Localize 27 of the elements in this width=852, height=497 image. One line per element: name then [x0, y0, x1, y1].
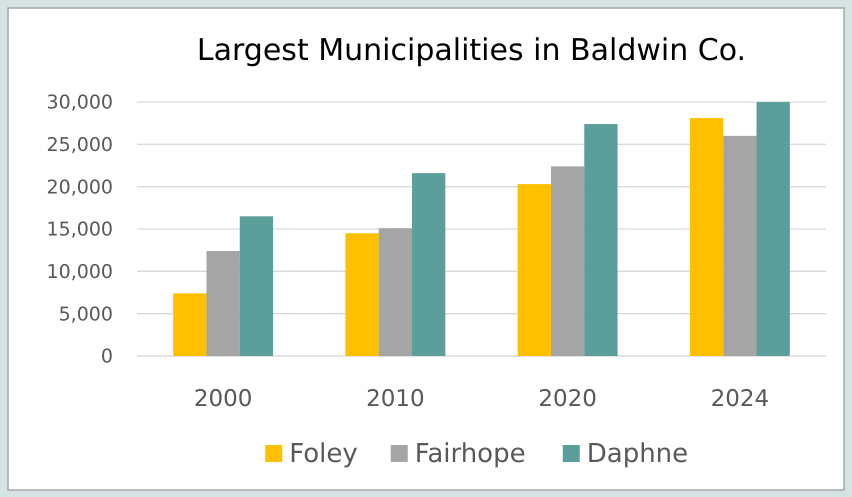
y-tick-label: 0	[100, 346, 113, 368]
bar	[756, 102, 790, 356]
x-tick-label: 2024	[710, 386, 770, 412]
bar	[173, 293, 206, 356]
legend-label: Fairhope	[414, 439, 526, 469]
legend-label: Foley	[289, 439, 358, 469]
bar	[378, 228, 412, 356]
bar	[723, 136, 757, 356]
bar	[345, 233, 379, 356]
y-tick-label: 30,000	[46, 92, 113, 114]
x-tick-label: 2010	[366, 386, 425, 412]
bar	[690, 118, 724, 356]
y-tick-label: 5,000	[58, 303, 113, 326]
legend-label: Daphne	[586, 439, 688, 469]
x-tick-label: 2020	[538, 386, 597, 412]
y-tick-label: 25,000	[46, 134, 113, 156]
bar	[240, 216, 274, 356]
bar	[412, 173, 446, 356]
bar	[550, 166, 584, 356]
bar	[206, 251, 240, 356]
chart-title: Largest Municipalities in Baldwin Co.	[196, 33, 746, 68]
bar	[518, 184, 551, 356]
y-tick-label: 10,000	[46, 260, 113, 283]
x-tick-label: 2000	[194, 386, 252, 412]
bar	[584, 124, 618, 356]
y-tick-label: 20,000	[46, 176, 113, 198]
y-tick-label: 15,000	[46, 218, 113, 241]
